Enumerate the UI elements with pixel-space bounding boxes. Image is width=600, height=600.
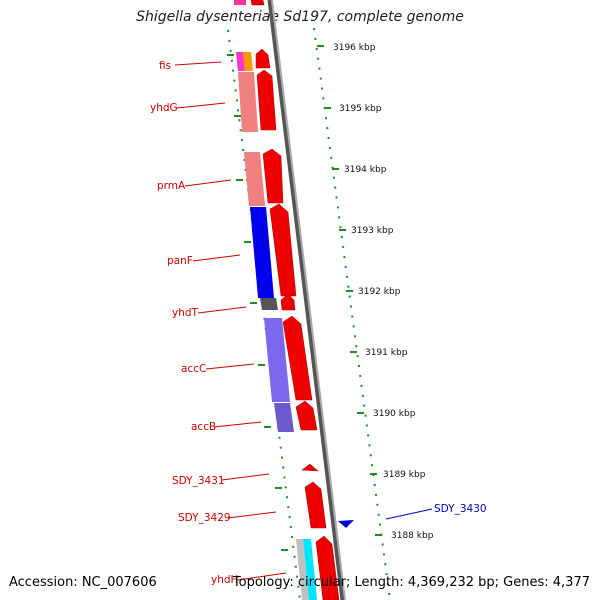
kbp-labels: 3196 kbp 3195 kbp 3194 kbp 3193 kbp 3192… — [333, 43, 434, 541]
gene-block — [264, 318, 290, 402]
gene-block — [244, 152, 265, 206]
gene-labels: fis yhdG prmA panF yhdT accC accB SDY_34… — [150, 60, 238, 586]
gene-arrow — [250, 0, 265, 6]
gene-arrow — [295, 400, 318, 431]
kbp-label: 3195 kbp — [339, 104, 382, 114]
gene-label-accC: accC — [181, 363, 206, 375]
label-leader-blue — [385, 508, 433, 520]
gene-label-prmA: prmA — [157, 180, 186, 192]
gene-arrow — [280, 293, 296, 311]
kbp-label: 3193 kbp — [351, 226, 394, 236]
gene-arrow — [269, 203, 297, 297]
gene-label-fis: fis — [159, 60, 171, 72]
gene-label-SDY_3429: SDY_3429 — [178, 512, 231, 524]
left-ticks — [227, 54, 288, 551]
gene-arrow — [304, 481, 327, 529]
kbp-label: 3192 kbp — [358, 287, 401, 297]
right-ticks — [317, 45, 382, 536]
genome-backbone — [267, 0, 346, 600]
gene-label-yhdH: yhdH — [211, 574, 238, 586]
gene-block — [238, 72, 258, 132]
gene-label-yhdG: yhdG — [150, 102, 178, 114]
kbp-label: 3191 kbp — [365, 348, 408, 358]
kbp-label: 3188 kbp — [391, 531, 434, 541]
gene-label-accB: accB — [191, 421, 216, 433]
gene-label-yhdT: yhdT — [172, 307, 199, 319]
kbp-label: 3189 kbp — [383, 470, 426, 480]
gene-block — [236, 52, 245, 71]
gene-label-panF: panF — [167, 255, 193, 267]
gene-block — [250, 207, 274, 298]
gene-block — [234, 0, 246, 5]
gene-arrow — [282, 315, 313, 401]
topology-text: Topology: circular; Length: 4,369,232 bp… — [232, 575, 590, 590]
gene-arrow — [315, 535, 340, 600]
gene-arrows — [250, 0, 340, 600]
gene-block — [296, 539, 309, 600]
label-leaders — [174, 61, 287, 581]
gene-block — [260, 298, 278, 310]
gene-arrow — [256, 69, 277, 131]
gene-label-SDY_3431: SDY_3431 — [172, 475, 225, 487]
right-scale-rail — [313, 27, 391, 600]
gene-block — [274, 403, 294, 432]
accession-text: Accession: NC_007606 — [9, 575, 157, 590]
gene-arrow — [262, 148, 284, 204]
gene-arrow-reverse — [338, 520, 354, 528]
map-title: Shigella dysenteriae Sd197, complete gen… — [136, 9, 464, 25]
gene-arrow — [255, 48, 271, 69]
gene-blocks — [234, 0, 317, 600]
kbp-label: 3190 kbp — [373, 409, 416, 419]
kbp-label: 3194 kbp — [344, 165, 387, 175]
gene-block — [243, 52, 253, 71]
gene-label-SDY_3430: SDY_3430 — [434, 503, 487, 515]
kbp-label: 3196 kbp — [333, 43, 376, 53]
gene-arrow — [301, 463, 319, 472]
gene-block — [303, 539, 317, 600]
